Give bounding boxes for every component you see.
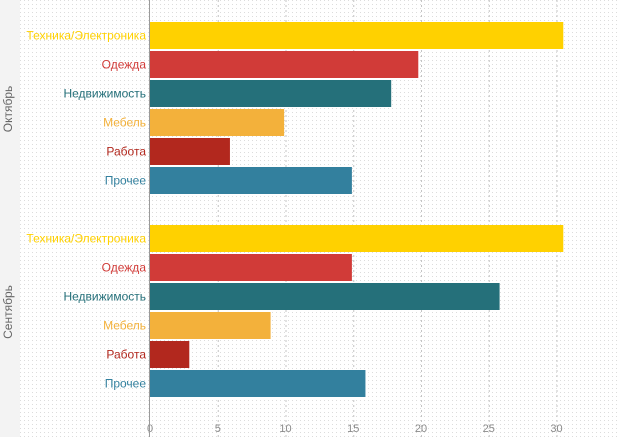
x-tick-label: 25 bbox=[483, 423, 495, 435]
bar bbox=[150, 254, 352, 281]
group-label: Октябрь bbox=[1, 86, 15, 133]
category-label: Прочее bbox=[105, 174, 147, 188]
category-label: Одежда bbox=[102, 58, 147, 72]
category-label: Работа bbox=[106, 145, 146, 159]
category-label: Мебель bbox=[103, 116, 146, 130]
x-tick-label: 5 bbox=[215, 423, 221, 435]
category-label: Одежда bbox=[102, 261, 147, 275]
category-label: Работа bbox=[106, 348, 146, 362]
group-label-band bbox=[0, 0, 20, 437]
group-label: Сентябрь bbox=[1, 285, 15, 339]
category-label: Техника/Электроника bbox=[26, 29, 146, 43]
bar bbox=[150, 225, 564, 252]
bar bbox=[150, 80, 392, 107]
category-labels: Техника/Электроника Одежда Недвижимость Меб… bbox=[26, 29, 146, 391]
bar bbox=[150, 22, 564, 49]
x-tick-label: 20 bbox=[415, 423, 427, 435]
category-label: Техника/Электроника bbox=[26, 232, 146, 246]
x-tick-label: 30 bbox=[550, 423, 562, 435]
category-label: Недвижимость bbox=[63, 290, 146, 304]
bar bbox=[150, 341, 190, 368]
bar bbox=[150, 109, 285, 136]
bar bbox=[150, 138, 230, 165]
x-tick-label: 15 bbox=[347, 423, 359, 435]
category-label: Недвижимость bbox=[63, 87, 146, 101]
bar bbox=[150, 167, 352, 194]
category-label: Мебель bbox=[103, 319, 146, 333]
bar bbox=[150, 370, 366, 397]
bar bbox=[150, 51, 419, 78]
group-labels: Октябрь Сентябрь bbox=[1, 86, 15, 339]
x-tick-label: 10 bbox=[279, 423, 291, 435]
bar bbox=[150, 312, 271, 339]
category-label: Прочее bbox=[105, 377, 147, 391]
bar bbox=[150, 283, 500, 310]
bars bbox=[150, 22, 564, 397]
